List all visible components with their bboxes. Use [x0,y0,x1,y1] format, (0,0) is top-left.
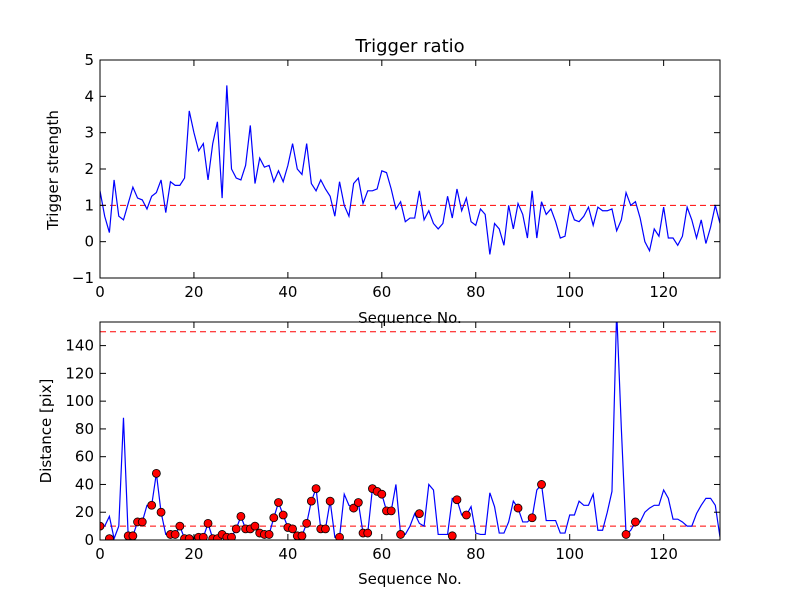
bottom-marker-point [302,518,312,528]
bottom-marker-point [231,524,241,534]
bottom-x-tick-label: 0 [95,545,105,563]
bottom-marker-point [236,511,246,521]
top-x-tick-label: 0 [95,283,105,301]
bottom-marker-point [297,531,307,540]
bottom-marker-point [377,489,387,499]
top-y-axis-label: Trigger strength [44,110,62,231]
bottom-y-tick-label: 0 [84,531,94,549]
bottom-y-tick-label: 20 [75,503,94,521]
bottom-marker-point [349,503,359,513]
bottom-marker-point [311,484,321,494]
bottom-marker-point [147,500,157,510]
top-data-layer [100,85,720,255]
top-y-tick-label: 3 [84,124,94,142]
bottom-x-tick-label: 120 [649,545,678,563]
bottom-marker-point [537,480,546,489]
bottom-marker-point [198,532,208,540]
bottom-marker-point [175,521,185,531]
top-x-tick-label: 100 [555,283,584,301]
bottom-x-tick-label: 40 [278,545,297,563]
bottom-x-axis-label: Sequence No. [358,570,462,588]
bottom-x-tick-label: 60 [372,545,391,563]
bottom-marker-point [151,468,161,478]
bottom-panel: 0 20 40 60 80 100 120 0 20 40 60 80 100 120 140 Sequen… [37,321,721,588]
bottom-marker-point [100,521,105,531]
bottom-marker-point [452,495,462,505]
bottom-axes-frame [99,321,721,541]
bottom-data-layer [100,322,720,540]
bottom-marker-point [461,510,471,520]
bottom-marker-point [386,506,396,516]
bottom-plot-area: 0 20 40 60 80 100 120 0 20 40 60 80 100 120 140 [65,321,721,563]
bottom-marker-point [513,503,523,513]
bottom-y-tick-label: 40 [75,475,94,493]
bottom-marker-point [264,530,274,539]
bottom-x-tick-label: 20 [184,545,203,563]
bottom-y-tick-label: 80 [75,420,94,438]
bottom-y-axis-label: Distance [pix] [37,379,55,484]
bottom-x-tick-label: 80 [466,545,485,563]
top-x-tick-label: 40 [278,283,297,301]
bottom-marker-point [274,498,283,507]
bottom-marker-point [306,496,316,506]
top-axes-frame [99,59,721,279]
bottom-marker-point [269,513,279,523]
bottom-marker-point [621,530,631,539]
bottom-y-tick-label: 120 [65,364,94,382]
top-y-tick-label: 2 [84,160,94,178]
bottom-marker-point [184,534,194,540]
bottom-series-line [100,322,720,540]
top-y-tick-label: −1 [72,269,94,287]
bottom-marker-point [203,518,213,528]
top-y-tick-label: 5 [84,51,94,69]
top-x-tick-label: 80 [466,283,485,301]
bottom-marker-point [414,509,424,519]
bottom-marker-point [104,534,114,540]
top-x-tick-label: 20 [184,283,203,301]
bottom-marker-point [156,507,166,517]
bottom-marker-point [353,498,363,507]
top-y-tick-label: 4 [84,87,94,105]
bottom-marker-point [396,530,406,539]
bottom-marker-point [170,530,180,539]
top-x-tick-label: 120 [649,283,678,301]
bottom-x-tick-label: 100 [555,545,584,563]
bottom-marker-point [321,524,330,534]
bottom-marker-point [527,513,537,523]
top-y-tick-label: 0 [84,233,94,251]
bottom-y-tick-label: 100 [65,392,94,410]
bottom-marker-point [128,531,138,540]
top-chart-title: Trigger ratio [354,36,464,57]
bottom-marker-point [325,496,335,506]
top-y-tick-label: 1 [84,196,94,214]
bottom-marker-point [250,521,260,531]
bottom-marker-point [227,532,236,540]
bottom-marker-point [335,532,344,540]
bottom-marker-point [288,524,297,534]
top-series-line [100,85,720,255]
bottom-y-tick-label: 140 [65,337,94,355]
bottom-marker-point [447,531,457,540]
bottom-marker-point [137,517,147,527]
bottom-y-tick-label: 60 [75,448,94,466]
top-x-axis-label: Sequence No. [358,309,462,327]
bottom-marker-point [278,510,288,520]
bottom-marker-point [631,517,640,527]
top-x-tick-label: 60 [372,283,391,301]
bottom-marker-point [363,528,373,538]
